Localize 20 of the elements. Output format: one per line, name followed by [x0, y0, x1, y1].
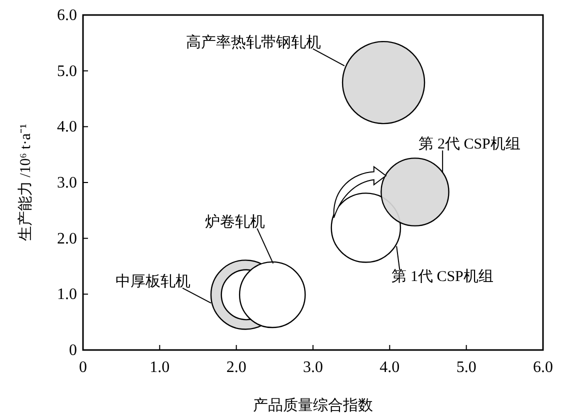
- annotation: 第 1代 CSP机组: [392, 268, 494, 286]
- annotation: 中厚板轧机: [116, 273, 191, 290]
- y-tick-label: 3.0: [57, 174, 77, 192]
- annotation: 高产率热轧带钢轧机: [186, 34, 321, 51]
- y-axis-title: 生产能力 /10⁶ t·a⁻¹: [17, 124, 34, 242]
- y-tick-label: 1.0: [57, 286, 77, 304]
- x-tick-label: 1.0: [150, 359, 170, 376]
- y-tick-label: 0: [69, 342, 77, 359]
- y-tick-label: 2.0: [57, 230, 77, 248]
- x-tick-label: 4.0: [380, 359, 400, 376]
- x-axis-title: 产品质量综合指数: [253, 397, 373, 414]
- y-tick-label: 6.0: [57, 7, 77, 24]
- annotation: 第 2代 CSP机组: [418, 135, 520, 152]
- x-tick-label: 3.0: [303, 359, 323, 376]
- y-tick-label: 5.0: [57, 62, 77, 80]
- x-tick-label: 6.0: [533, 359, 553, 376]
- x-tick-label: 2.0: [226, 359, 246, 376]
- y-tick-label: 4.0: [57, 118, 77, 136]
- x-tick-label: 5.0: [456, 359, 476, 376]
- annotation: 炉卷轧机: [205, 213, 266, 230]
